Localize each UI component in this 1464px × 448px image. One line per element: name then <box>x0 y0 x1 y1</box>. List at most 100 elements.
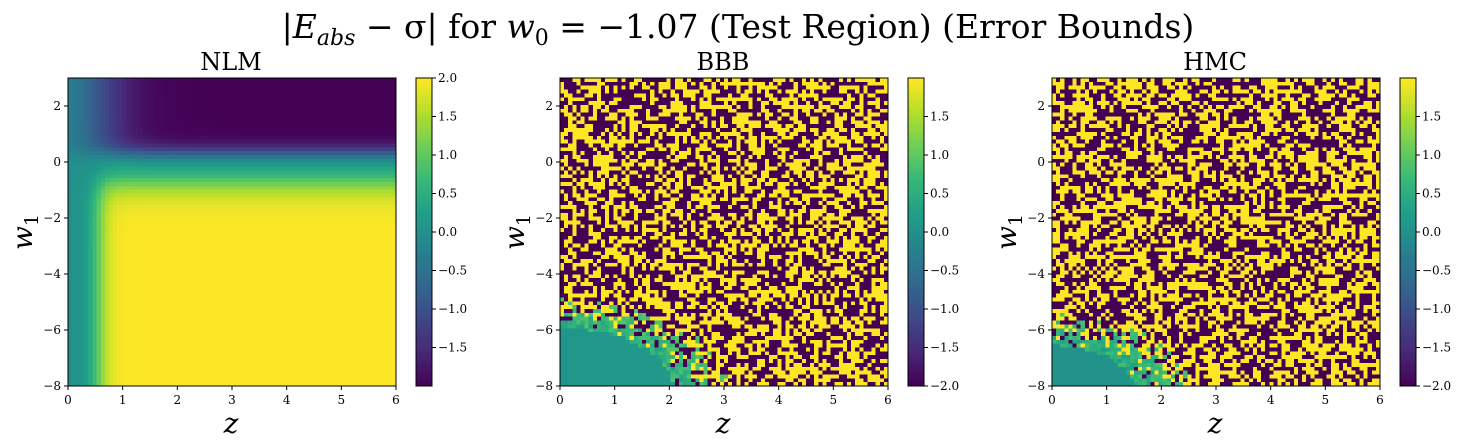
heatmap-cell <box>207 124 212 129</box>
heatmap-cell <box>219 166 225 171</box>
heatmap-cell <box>252 85 257 90</box>
heatmap-cell <box>223 309 229 314</box>
heatmap-cell <box>72 232 77 237</box>
heatmap-cell <box>76 328 81 333</box>
heatmap-cell <box>264 93 270 98</box>
heatmap-cell <box>113 170 118 175</box>
heatmap-cell <box>182 232 188 237</box>
heatmap-cell <box>191 370 196 375</box>
heatmap-cell <box>281 293 286 298</box>
heatmap-cell <box>268 366 274 371</box>
heatmap-cell <box>72 178 77 183</box>
heatmap-cell <box>150 355 155 360</box>
heatmap-cell <box>141 85 147 90</box>
heatmap-cell <box>277 178 282 183</box>
heatmap-cell <box>268 166 274 171</box>
heatmap-cell <box>84 93 89 98</box>
heatmap-cell <box>289 270 294 275</box>
heatmap-cell <box>96 251 102 256</box>
heatmap-cell <box>96 197 102 202</box>
heatmap-cell <box>248 181 253 187</box>
heatmap-cell <box>322 108 327 114</box>
heatmap-cell <box>137 131 143 137</box>
heatmap-cell <box>109 197 114 202</box>
heatmap-cell <box>289 324 294 329</box>
heatmap-cell <box>92 251 98 256</box>
heatmap-cell <box>227 174 233 179</box>
heatmap-cell <box>301 309 307 314</box>
heatmap-cell <box>305 220 311 225</box>
heatmap-cell <box>174 366 180 371</box>
heatmap-cell <box>137 212 143 217</box>
heatmap-cell <box>264 343 270 348</box>
heatmap-cell <box>293 347 298 352</box>
heatmap-cell <box>125 220 130 225</box>
heatmap-cell <box>322 197 327 202</box>
heatmap-cell <box>96 151 102 156</box>
heatmap-cell <box>117 332 122 337</box>
heatmap-cell <box>223 335 229 341</box>
heatmap-cell <box>314 212 319 217</box>
heatmap-cell <box>129 343 134 348</box>
heatmap-cell <box>199 293 204 298</box>
heatmap-cell <box>80 104 85 110</box>
heatmap-cell <box>273 378 278 383</box>
heatmap-cell <box>268 243 274 248</box>
heatmap-cell <box>133 181 139 187</box>
heatmap-cell <box>133 197 139 202</box>
heatmap-cell <box>76 320 81 325</box>
heatmap-cell <box>137 266 143 271</box>
heatmap-cell <box>236 189 241 194</box>
heatmap-cell <box>252 312 257 318</box>
heatmap-cell <box>236 128 241 133</box>
heatmap-cell <box>293 81 298 87</box>
heatmap-cell <box>309 232 315 237</box>
heatmap-cell <box>96 258 102 264</box>
heatmap-cell <box>195 220 200 225</box>
heatmap-cell <box>277 97 282 102</box>
heatmap-cell <box>129 85 134 90</box>
heatmap-cell <box>104 255 110 260</box>
heatmap-cell <box>121 335 126 341</box>
heatmap-cell <box>219 208 225 214</box>
heatmap-cell <box>76 120 81 125</box>
heatmap-cell <box>215 151 221 156</box>
heatmap-cell <box>158 135 163 140</box>
heatmap-cell <box>309 285 315 291</box>
heatmap-cell <box>273 97 278 102</box>
heatmap-cell <box>68 289 73 294</box>
heatmap-cell <box>100 101 106 106</box>
heatmap-cell <box>285 212 290 217</box>
heatmap-cell <box>248 316 253 321</box>
heatmap-cell <box>203 251 208 256</box>
heatmap-cell <box>322 185 327 191</box>
heatmap-cell <box>244 185 249 191</box>
heatmap-cell <box>293 278 298 283</box>
heatmap-cell <box>260 78 266 83</box>
heatmap-cell <box>133 274 139 279</box>
heatmap-cell <box>285 332 290 337</box>
heatmap-cell <box>244 232 249 237</box>
heatmap-cell <box>244 243 249 248</box>
heatmap-cell <box>166 85 171 90</box>
heatmap-cell <box>223 193 229 198</box>
heatmap-cell <box>109 78 114 83</box>
heatmap-cell <box>141 347 147 352</box>
heatmap-cell <box>227 139 233 144</box>
heatmap-cell <box>154 181 159 187</box>
heatmap-cell <box>129 174 134 179</box>
heatmap-cell <box>277 224 282 229</box>
heatmap-cell <box>273 297 278 302</box>
heatmap-cell <box>277 293 282 298</box>
heatmap-cell <box>100 305 106 310</box>
heatmap-cell <box>125 239 130 244</box>
heatmap-cell <box>113 143 118 148</box>
heatmap-cell <box>244 120 249 125</box>
heatmap-cell <box>301 270 307 275</box>
heatmap-cell <box>273 293 278 298</box>
heatmap-cell <box>68 124 73 129</box>
heatmap-cell <box>125 162 130 167</box>
heatmap-cell <box>84 378 89 383</box>
heatmap-cell <box>240 301 245 306</box>
heatmap-cell <box>182 301 188 306</box>
